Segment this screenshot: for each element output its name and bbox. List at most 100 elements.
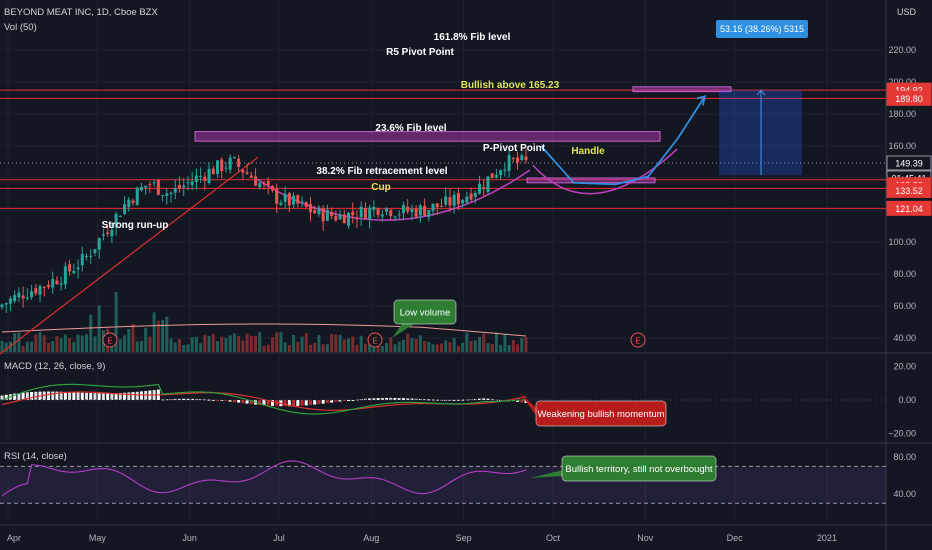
macd-legend[interactable]: MACD (12, 26, close, 9) bbox=[4, 361, 106, 372]
candle-body bbox=[114, 213, 118, 228]
candle-body bbox=[406, 206, 410, 212]
rsi-tick-label: 40.00 bbox=[893, 489, 916, 499]
volume-bar bbox=[237, 335, 241, 352]
macd-histogram-bar bbox=[313, 400, 317, 405]
macd-histogram-bar bbox=[85, 392, 89, 400]
price-tag-label: 189.80 bbox=[895, 94, 923, 104]
volume-bar bbox=[207, 336, 211, 352]
macd-histogram-bar bbox=[110, 393, 114, 400]
volume-bar bbox=[486, 342, 490, 352]
volume-bar bbox=[97, 305, 101, 352]
volume-bar bbox=[494, 332, 498, 352]
candle-body bbox=[478, 183, 482, 194]
volume-bar bbox=[216, 341, 220, 352]
candle-body bbox=[351, 211, 355, 216]
y-tick-label: 220.00 bbox=[888, 45, 916, 55]
volume-bar bbox=[194, 336, 198, 352]
volume-bar bbox=[520, 337, 524, 352]
candle-body bbox=[237, 158, 241, 167]
volume-bar bbox=[76, 334, 80, 352]
candle-body bbox=[169, 192, 173, 194]
volume-bar bbox=[156, 320, 160, 352]
volume-bar bbox=[444, 340, 448, 352]
macd-histogram-bar bbox=[131, 392, 135, 400]
macd-histogram-bar bbox=[207, 399, 211, 401]
candle-body bbox=[494, 174, 498, 178]
candle-body bbox=[456, 192, 460, 205]
earnings-label: E bbox=[107, 337, 112, 346]
macd-histogram-bar bbox=[55, 391, 59, 400]
volume-bar bbox=[359, 335, 363, 352]
candle-body bbox=[59, 283, 63, 285]
macd-histogram-bar bbox=[89, 393, 93, 400]
candle-body bbox=[139, 186, 143, 191]
volume-bar bbox=[308, 344, 312, 352]
candle-body bbox=[152, 182, 156, 184]
candle-body bbox=[287, 193, 291, 206]
x-tick-label: Jun bbox=[182, 533, 197, 543]
volume-bar bbox=[279, 332, 283, 352]
price-tag bbox=[886, 155, 932, 171]
candle-body bbox=[372, 206, 376, 210]
macd-histogram-bar bbox=[237, 400, 241, 403]
volume-bar bbox=[317, 334, 321, 352]
callout-low-volume-text: Low volume bbox=[400, 308, 451, 319]
candle-body bbox=[359, 206, 363, 218]
price-axis[interactable]: 40.0060.0080.00100.00120.00140.00160.001… bbox=[886, 45, 932, 499]
candle-body bbox=[101, 234, 105, 236]
price-tag bbox=[886, 90, 932, 106]
macd-histogram-bar bbox=[266, 400, 270, 406]
volume-bar bbox=[482, 333, 486, 352]
macd-histogram-bar bbox=[435, 399, 439, 401]
volume-bar bbox=[427, 341, 431, 352]
macd-histogram-bar bbox=[139, 391, 143, 400]
volume-bar bbox=[17, 332, 21, 352]
candle-body bbox=[211, 168, 215, 175]
candle-body bbox=[439, 205, 443, 207]
candle-body bbox=[177, 185, 181, 189]
volume-bar bbox=[68, 338, 72, 352]
volume-bar bbox=[51, 341, 55, 352]
rsi-legend[interactable]: RSI (14, close) bbox=[4, 451, 67, 462]
volume-bar bbox=[452, 337, 456, 352]
volume-bar bbox=[182, 345, 186, 352]
callout-rsi-box bbox=[561, 455, 717, 482]
macd-histogram-bar bbox=[321, 400, 325, 404]
candle-body bbox=[194, 175, 198, 183]
candle-body bbox=[389, 210, 393, 217]
macd-histogram-bar bbox=[304, 400, 308, 406]
x-tick-label: Aug bbox=[363, 533, 379, 543]
candle-body bbox=[76, 267, 80, 270]
volume-bar bbox=[296, 342, 300, 352]
macd-tick-label: −20.00 bbox=[888, 429, 916, 439]
macd-histogram-bar bbox=[177, 398, 181, 400]
candle-body bbox=[13, 295, 17, 302]
candle-body bbox=[401, 205, 405, 214]
volume-bar bbox=[287, 345, 291, 352]
volume-bar bbox=[385, 343, 389, 352]
volume-bar bbox=[34, 334, 38, 352]
x-tick-label: Sep bbox=[456, 533, 472, 543]
volume-legend[interactable]: Vol (50) bbox=[4, 22, 37, 33]
volume-bar bbox=[321, 344, 325, 352]
macd-histogram-bar bbox=[317, 400, 321, 405]
symbol-title[interactable]: BEYOND MEAT INC, 1D, Cboe BZX bbox=[4, 7, 158, 18]
volume-bar bbox=[456, 345, 460, 352]
macd-histogram-bar bbox=[431, 399, 435, 401]
volume-bar bbox=[8, 341, 12, 352]
candle-body bbox=[520, 155, 524, 160]
volume-bar bbox=[270, 337, 274, 352]
macd-histogram-bar bbox=[473, 398, 477, 400]
candle-body bbox=[38, 285, 42, 295]
candle-body bbox=[490, 173, 494, 179]
macd-histogram-bar bbox=[287, 400, 291, 407]
x-tick-label: Nov bbox=[637, 533, 654, 543]
price-tag-label: 149.39 bbox=[895, 158, 923, 168]
macd-histogram-bar bbox=[4, 394, 8, 400]
macd-histogram-bar bbox=[118, 392, 122, 400]
rsi-band bbox=[0, 466, 886, 504]
candle-body bbox=[46, 284, 50, 287]
volume-bar bbox=[254, 336, 258, 352]
volume-bar bbox=[165, 316, 169, 352]
